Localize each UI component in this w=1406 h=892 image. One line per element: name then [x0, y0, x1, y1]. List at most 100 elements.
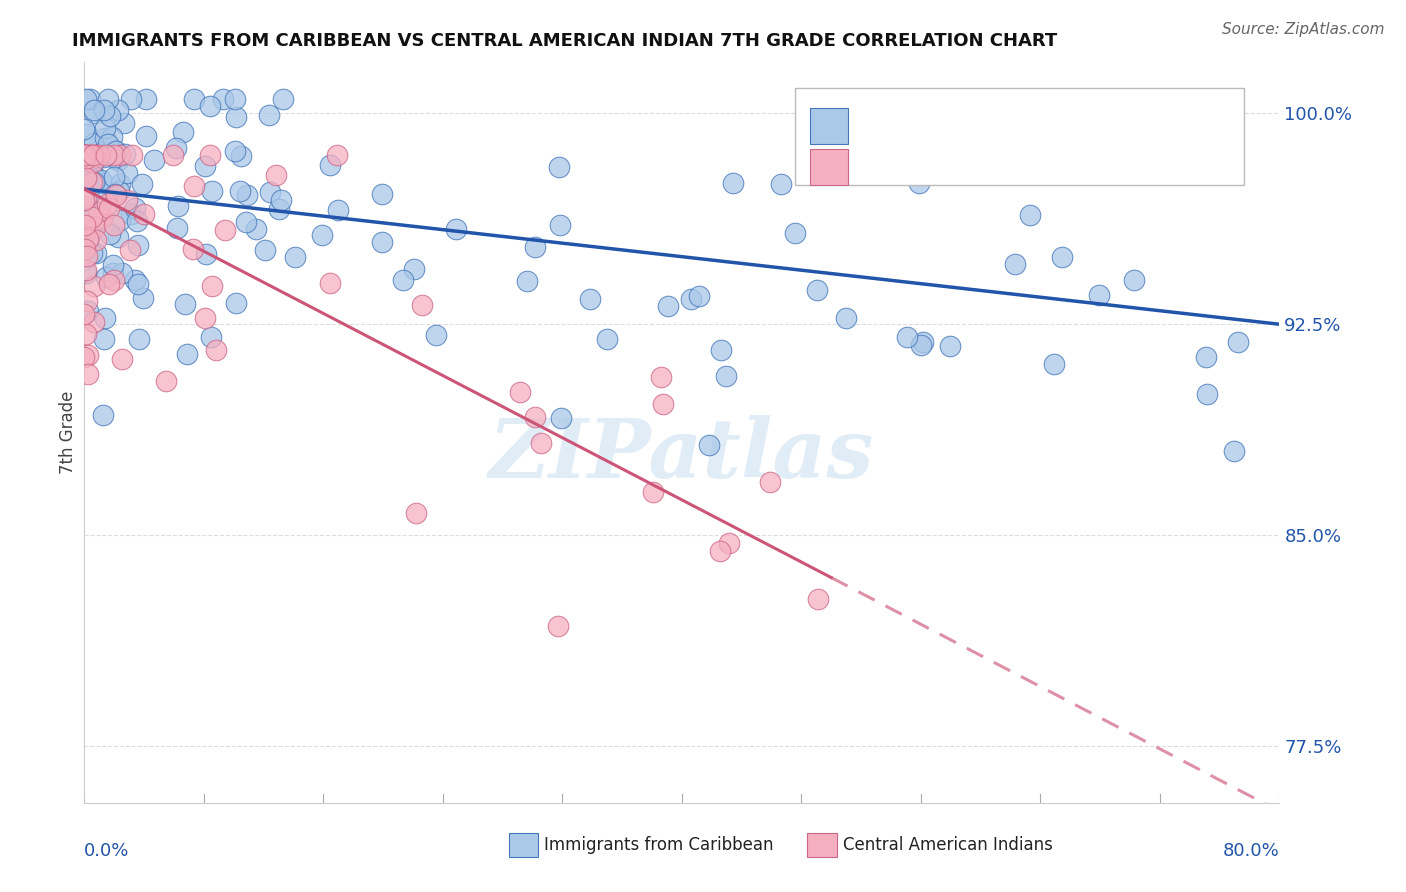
Point [214, 223, 236, 237]
Point [155, 375, 177, 389]
Point [107, 103, 129, 117]
Point [910, 337, 932, 351]
FancyBboxPatch shape [810, 108, 848, 144]
Point [97, 137, 120, 152]
Point [371, 186, 394, 201]
Point [326, 148, 349, 162]
Text: 0.0%: 0.0% [84, 842, 129, 860]
Point [806, 283, 828, 297]
Text: 80.0%: 80.0% [1223, 842, 1279, 860]
Point [75, 218, 97, 232]
Point [104, 145, 127, 159]
Point [94, 131, 117, 145]
Point [311, 228, 333, 243]
Point [73, 148, 96, 162]
Point [229, 184, 252, 198]
Text: R =: R = [858, 120, 897, 138]
Text: Central American Indians: Central American Indians [844, 836, 1053, 854]
Point [523, 240, 546, 254]
Point [73, 307, 96, 321]
Point [76, 293, 98, 308]
Point [103, 169, 125, 184]
Point [75, 266, 97, 280]
Point [176, 347, 198, 361]
Point [89, 148, 111, 162]
Point [76, 168, 98, 182]
Point [131, 177, 153, 191]
Point [115, 166, 138, 180]
Text: 148: 148 [1070, 120, 1108, 138]
Point [524, 410, 547, 425]
Point [128, 332, 150, 346]
Point [86, 205, 108, 219]
Point [111, 351, 134, 366]
Point [101, 259, 124, 273]
Text: N =: N = [995, 120, 1046, 138]
Point [80, 246, 103, 260]
Point [135, 128, 157, 143]
Point [392, 273, 415, 287]
Point [681, 292, 703, 306]
Point [405, 506, 427, 520]
Point [142, 153, 165, 167]
Point [579, 292, 602, 306]
Point [103, 273, 125, 287]
Point [73, 148, 96, 162]
Point [91, 211, 114, 225]
Point [108, 148, 131, 162]
FancyBboxPatch shape [810, 149, 848, 185]
Point [225, 110, 247, 124]
Point [211, 92, 233, 106]
Point [75, 170, 97, 185]
Point [120, 92, 142, 106]
Point [101, 130, 124, 145]
Point [271, 92, 294, 106]
Point [82, 148, 104, 162]
Point [167, 199, 190, 213]
Point [688, 289, 710, 303]
Point [425, 327, 447, 342]
Point [759, 475, 782, 489]
Point [132, 291, 155, 305]
Point [721, 176, 744, 190]
Point [84, 219, 107, 234]
Point [80, 163, 103, 178]
Point [548, 219, 571, 233]
Point [651, 397, 673, 411]
Point [93, 150, 115, 164]
Point [194, 310, 217, 325]
Point [97, 201, 120, 215]
Point [101, 266, 124, 280]
Text: 79: 79 [1070, 161, 1095, 178]
Point [120, 207, 142, 221]
Point [135, 92, 157, 106]
Point [231, 149, 253, 163]
Point [509, 384, 531, 399]
Point [77, 232, 100, 246]
Point [172, 126, 194, 140]
Point [82, 155, 104, 169]
Point [73, 152, 96, 166]
Point [75, 262, 97, 277]
Point [83, 172, 105, 186]
Point [98, 227, 121, 242]
Point [75, 148, 97, 162]
Point [259, 108, 281, 122]
Point [173, 297, 195, 311]
Point [96, 269, 118, 284]
Point [547, 619, 569, 633]
Point [86, 216, 108, 230]
Point [444, 222, 467, 236]
Point [411, 298, 433, 312]
Point [91, 145, 114, 159]
Point [235, 215, 257, 229]
Point [76, 303, 98, 318]
Point [1004, 257, 1026, 271]
Point [105, 187, 128, 202]
Point [107, 153, 129, 168]
Point [1050, 250, 1073, 264]
Point [108, 212, 131, 227]
Point [785, 226, 807, 240]
Point [114, 146, 136, 161]
Point [200, 99, 222, 113]
